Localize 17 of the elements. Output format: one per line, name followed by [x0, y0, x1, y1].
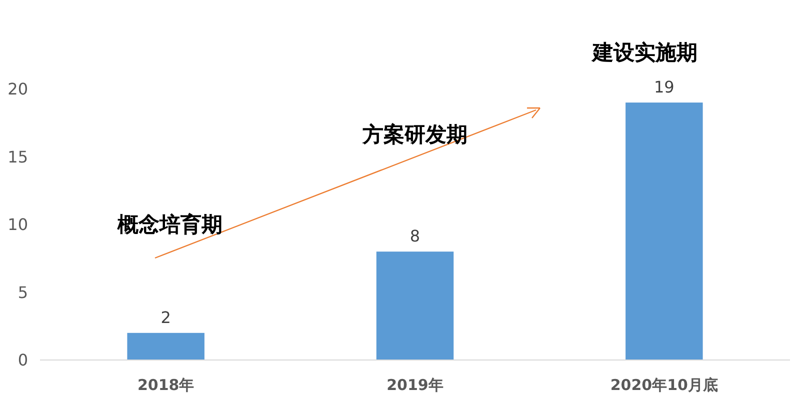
bar — [626, 102, 703, 360]
text: 建设实施期 — [590, 40, 698, 64]
x-tick-label: 2019年 — [386, 376, 444, 394]
y-tick-label: 20 — [8, 80, 28, 99]
bar — [127, 332, 204, 360]
annotation: 概念培育期 — [116, 212, 222, 236]
y-tick-label: 0 — [18, 350, 28, 370]
bar — [376, 252, 454, 360]
annotation: 方案研发期 — [362, 122, 468, 146]
x-tick-label: 2020年10月底 — [610, 376, 718, 394]
y-tick-label: 5 — [18, 282, 28, 302]
data-label: 8 — [410, 226, 420, 246]
data-label: 19 — [654, 78, 674, 97]
y-tick-label: 10 — [8, 215, 28, 234]
x-tick-label: 2018年 — [137, 376, 194, 394]
y-tick-label: 15 — [8, 147, 28, 166]
data-label: 2 — [160, 308, 171, 327]
